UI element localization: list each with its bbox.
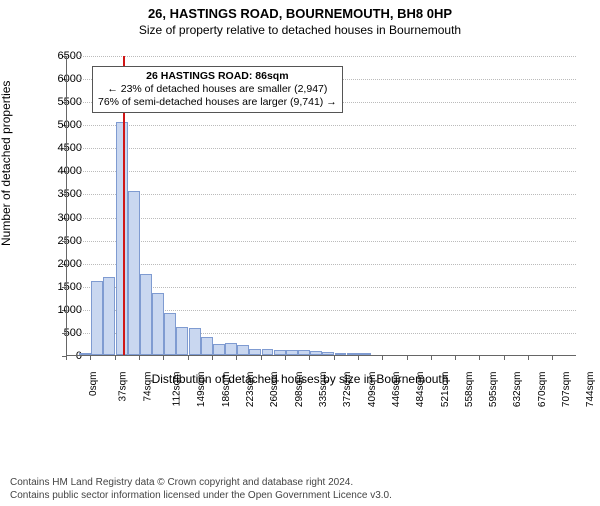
histogram-bar (225, 343, 237, 355)
histogram-bar (91, 281, 103, 355)
histogram-bar (140, 274, 152, 355)
grid-line (67, 56, 576, 57)
x-tick-mark (66, 356, 67, 360)
x-tick-mark (236, 356, 237, 360)
histogram-bar (335, 353, 347, 355)
histogram-bar (286, 350, 298, 355)
x-tick-mark (188, 356, 189, 360)
histogram-bar (164, 313, 176, 355)
plot-area: 26 HASTINGS ROAD: 86sqm ← 23% of detache… (66, 56, 576, 356)
histogram-bar (79, 353, 91, 355)
histogram-bar (116, 122, 128, 355)
x-tick-mark (552, 356, 553, 360)
histogram-bar (237, 345, 249, 355)
callout-line2: 76% of semi-detached houses are larger (… (98, 96, 337, 109)
x-axis-label: Distribution of detached houses by size … (0, 372, 600, 386)
callout-line1: ← 23% of detached houses are smaller (2,… (98, 83, 337, 96)
histogram-bar (189, 328, 201, 355)
histogram-bar (262, 349, 274, 355)
callout-title: 26 HASTINGS ROAD: 86sqm (98, 70, 337, 83)
histogram-bar (103, 277, 115, 355)
histogram-bar (310, 351, 322, 355)
footer-line2: Contains public sector information licen… (10, 489, 392, 502)
x-tick-mark (358, 356, 359, 360)
y-axis-label: Number of detached properties (0, 81, 13, 246)
page-subtitle: Size of property relative to detached ho… (0, 23, 600, 37)
x-tick-mark (407, 356, 408, 360)
histogram-bar (322, 352, 334, 355)
x-tick-mark (479, 356, 480, 360)
x-tick-mark (382, 356, 383, 360)
page-title: 26, HASTINGS ROAD, BOURNEMOUTH, BH8 0HP (0, 6, 600, 21)
grid-line (67, 241, 576, 242)
x-tick-mark (285, 356, 286, 360)
x-tick-mark (504, 356, 505, 360)
grid-line (67, 264, 576, 265)
x-tick-mark (309, 356, 310, 360)
grid-line (67, 125, 576, 126)
x-tick-mark (334, 356, 335, 360)
histogram-bar (274, 350, 286, 355)
footer-line1: Contains HM Land Registry data © Crown c… (10, 476, 392, 489)
grid-line (67, 194, 576, 195)
grid-line (67, 148, 576, 149)
x-tick-mark (528, 356, 529, 360)
histogram-bar (298, 350, 310, 355)
histogram-bar (176, 327, 188, 355)
x-tick-mark (90, 356, 91, 360)
histogram-bar (128, 191, 140, 355)
callout-box: 26 HASTINGS ROAD: 86sqm ← 23% of detache… (92, 66, 343, 113)
histogram-bar (201, 337, 213, 355)
grid-line (67, 218, 576, 219)
histogram-bar (249, 349, 261, 355)
x-tick-mark (455, 356, 456, 360)
x-tick-mark (115, 356, 116, 360)
histogram-bar (347, 353, 359, 355)
histogram-bar (213, 344, 225, 355)
x-tick-mark (431, 356, 432, 360)
histogram-bar (359, 353, 371, 355)
grid-line (67, 171, 576, 172)
histogram-chart: Number of detached properties 0500100015… (0, 46, 600, 426)
footer-text: Contains HM Land Registry data © Crown c… (10, 476, 392, 502)
x-tick-mark (139, 356, 140, 360)
x-tick-mark (212, 356, 213, 360)
x-tick-mark (261, 356, 262, 360)
histogram-bar (152, 293, 164, 355)
x-tick-mark (163, 356, 164, 360)
